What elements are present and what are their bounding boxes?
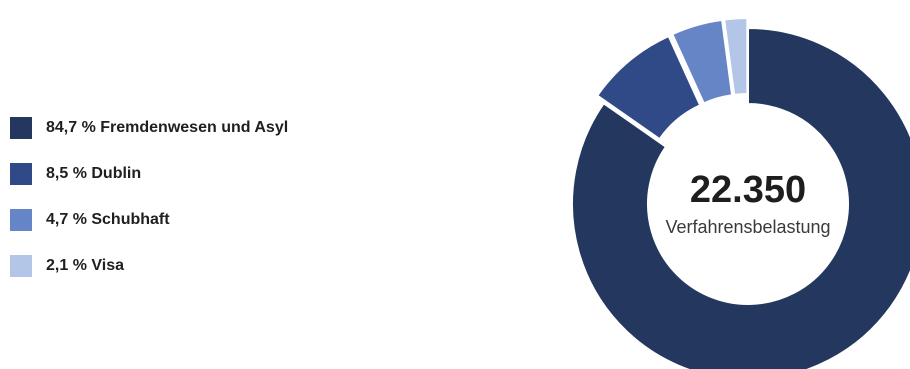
legend-label-schubhaft: 4,7 % Schubhaft [46,211,170,228]
legend-swatch-schubhaft [10,209,32,231]
slice-schubhaft [670,18,734,105]
legend-item-fremdenwesen: 84,7 % Fremdenwesen und Asyl [10,114,288,142]
slice-dublin [595,34,702,141]
legend-swatch-fremdenwesen [10,117,32,139]
legend-item-dublin: 8,5 % Dublin [10,160,288,188]
center-total-value: 22.350 [690,169,806,211]
chart-legend: 84,7 % Fremdenwesen und Asyl 8,5 % Dubli… [10,114,288,280]
legend-swatch-dublin [10,163,32,185]
center-total-label: Verfahrensbelastung [665,217,830,237]
legend-label-fremdenwesen: 84,7 % Fremdenwesen und Asyl [46,119,289,136]
legend-label-visa: 2,1 % Visa [46,257,124,274]
slice-visa [723,17,749,97]
legend-item-schubhaft: 4,7 % Schubhaft [10,206,288,234]
slice-fremdenwesen [571,26,910,369]
donut-slices [571,17,910,369]
legend-label-dublin: 8,5 % Dublin [46,165,142,182]
legend-swatch-visa [10,255,32,277]
legend-item-visa: 2,1 % Visa [10,252,288,280]
